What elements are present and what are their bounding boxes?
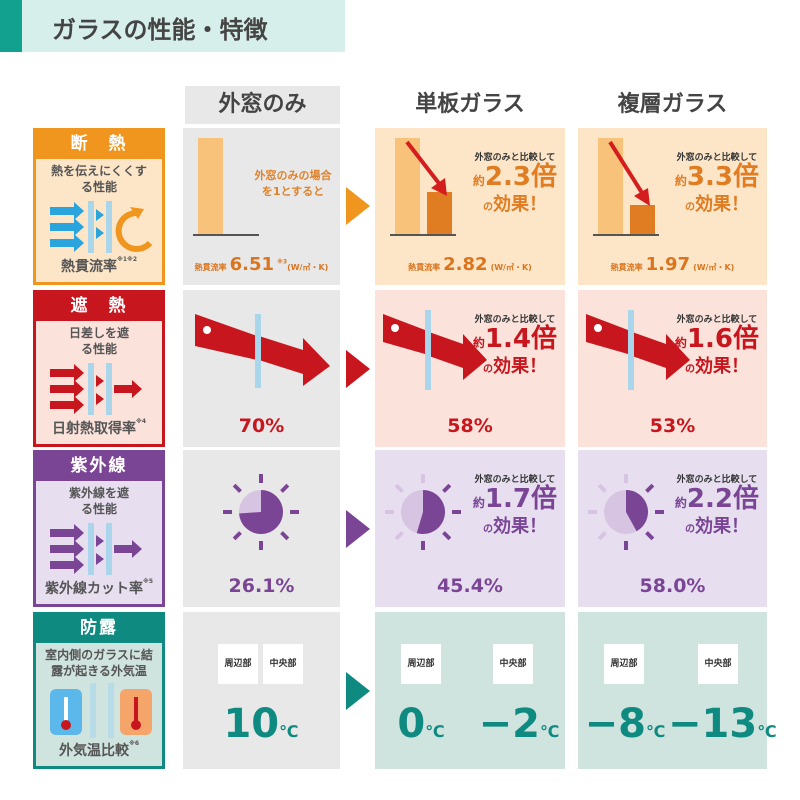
solar-value: 53%: [649, 415, 696, 437]
bar-baseline: [193, 234, 259, 236]
sun-ray: [394, 531, 404, 541]
page-title-bar: ガラスの性能・特徴: [0, 0, 345, 52]
sunlight-arrow-icon: [586, 310, 690, 390]
dew-temp: 10℃: [223, 701, 299, 747]
label-title: 防露: [36, 615, 162, 643]
column-header-double-glass: 複層ガラス: [617, 92, 728, 117]
sunlight-arrow-icon: [383, 310, 487, 390]
uv-comparison: 外窓のみと比較して 約2.2倍 の効果！: [674, 475, 759, 537]
uv-value: 45.4%: [437, 575, 503, 597]
uv-sun-icon: [385, 474, 461, 550]
uv-transmitted-portion: [416, 490, 445, 534]
title-accent: [0, 0, 22, 52]
solar-double-glass-cell: 外窓のみと比較して 約1.6倍 の効果！ 53%: [578, 290, 767, 447]
dew-single-glass-cell: 周辺部 中央部 0℃ −2℃: [375, 612, 565, 769]
base-note: 外窓のみの場合を1とすると: [254, 169, 332, 198]
solar-single-glass-cell: 外窓のみと比較して 約1.4倍 の効果！ 58%: [375, 290, 565, 447]
heat-outer-window-cell: 外窓のみの場合を1とすると 熱貫流率 6.51 ※3(W/㎡・K): [183, 128, 340, 285]
bar-baseline: [390, 234, 456, 236]
dew-temp-center: −2℃: [478, 701, 560, 747]
heat-bar-double: [630, 204, 655, 234]
dew-temp-center: −13℃: [668, 701, 777, 747]
down-arrow-icon: [405, 140, 447, 196]
uv-transfer-icon: [50, 523, 142, 575]
arrow-right-icon: [346, 510, 370, 548]
tag-perimeter: 周辺部: [401, 644, 441, 684]
solar-transfer-icon: [50, 363, 142, 415]
uv-single-glass-cell: 外窓のみと比較して 約1.7倍 の効果！ 45.4%: [375, 450, 565, 607]
uv-comparison: 外窓のみと比較して 約1.7倍 の効果！: [472, 475, 557, 537]
uv-transmitted-portion: [626, 490, 648, 532]
dew-double-glass-cell: 周辺部 中央部 −8℃ −13℃: [578, 612, 777, 769]
heat-transfer-icon: [50, 201, 153, 253]
label-desc: 日差しを遮る性能: [68, 326, 129, 356]
sun-ray: [597, 531, 607, 541]
label-solar-shielding: 遮 熱 日差しを遮る性能 日射熱取得率※4: [33, 290, 165, 447]
label-desc: 熱を伝えにくくする性能: [51, 164, 147, 194]
bar-baseline: [593, 234, 659, 236]
sun-ray: [597, 483, 607, 493]
heat-value: 熱貫流率 1.97 (W/㎡・K): [610, 254, 735, 275]
uv-outer-window-cell: 26.1%: [183, 450, 340, 607]
label-title: 遮 熱: [36, 293, 162, 321]
heat-comparison: 外窓のみと比較して 約2.3倍 の効果！: [472, 153, 557, 215]
label-desc: 紫外線を遮る性能: [68, 486, 129, 516]
sun-ray: [232, 531, 242, 541]
label-metric: 外気温比較※6: [58, 740, 139, 759]
uv-sun-icon: [223, 474, 299, 550]
sun-ray: [645, 531, 655, 541]
uv-transmitted-portion: [239, 490, 283, 534]
arrow-right-icon: [346, 672, 370, 710]
tag-center: 中央部: [493, 644, 533, 684]
uv-sun-icon: [588, 474, 664, 550]
dew-outer-window-cell: 周辺部 中央部 10℃: [183, 612, 340, 769]
heat-bar-outer: [198, 138, 223, 234]
sunlight-arrow-icon: [195, 314, 330, 388]
label-heat-insulation: 断 熱 熱を伝えにくくする性能 熱貫流率※1※2: [33, 128, 165, 285]
dew-temp-perimeter: 0℃: [397, 701, 445, 747]
arrow-right-icon: [346, 187, 370, 225]
label-metric: 紫外線カット率※5: [44, 578, 153, 597]
solar-comparison: 外窓のみと比較して 約1.4倍 の効果！: [472, 315, 557, 377]
solar-value: 58%: [447, 415, 493, 437]
tag-perimeter: 周辺部: [604, 644, 644, 684]
down-arrow-icon: [608, 140, 650, 206]
sun-ray: [280, 531, 290, 541]
label-desc: 室内側のガラスに結露が起きる外気温: [45, 648, 153, 678]
thermometer-icons: [50, 683, 152, 738]
label-metric: 日射熱取得率※4: [51, 418, 146, 437]
sun-ray: [280, 483, 290, 493]
sun-ray: [645, 483, 655, 493]
uv-double-glass-cell: 外窓のみと比較して 約2.2倍 の効果！ 58.0%: [578, 450, 767, 607]
solar-comparison: 外窓のみと比較して 約1.6倍 の効果！: [674, 315, 759, 377]
heat-bar-single: [427, 192, 452, 234]
heat-comparison: 外窓のみと比較して 約3.3倍 の効果！: [674, 153, 759, 215]
sun-ray: [442, 531, 452, 541]
solar-outer-window-cell: 70%: [183, 290, 340, 447]
uv-value: 58.0%: [639, 575, 706, 597]
tag-perimeter: 周辺部: [218, 644, 258, 684]
tag-center: 中央部: [698, 644, 738, 684]
label-uv-cut: 紫外線 紫外線を遮る性能 紫外線カット率※5: [33, 450, 165, 607]
sun-ray: [442, 483, 452, 493]
heat-value: 熱貫流率 2.82 (W/㎡・K): [408, 254, 532, 275]
heat-single-glass-cell: 外窓のみと比較して 約2.3倍 の効果！ 熱貫流率 2.82 (W/㎡・K): [375, 128, 565, 285]
page-title: ガラスの性能・特徴: [52, 16, 268, 44]
column-header-single-glass: 単板ガラス: [415, 92, 525, 117]
heat-value: 熱貫流率 6.51 ※3(W/㎡・K): [194, 254, 329, 275]
sun-ray: [232, 483, 242, 493]
heat-double-glass-cell: 外窓のみと比較して 約3.3倍 の効果！ 熱貫流率 1.97 (W/㎡・K): [578, 128, 767, 285]
dew-temp-perimeter: −8℃: [584, 701, 666, 747]
tag-center: 中央部: [263, 644, 303, 684]
label-metric: 熱貫流率※1※2: [60, 256, 137, 275]
solar-value: 70%: [238, 415, 285, 437]
label-condensation: 防露 室内側のガラスに結露が起きる外気温 外気温比較※6: [33, 612, 165, 769]
sun-ray: [394, 483, 404, 493]
arrow-right-icon: [346, 350, 370, 388]
column-header-outer-window: 外窓のみ: [185, 86, 340, 124]
uv-value: 26.1%: [228, 575, 295, 597]
label-title: 紫外線: [36, 453, 162, 481]
label-title: 断 熱: [36, 131, 162, 159]
